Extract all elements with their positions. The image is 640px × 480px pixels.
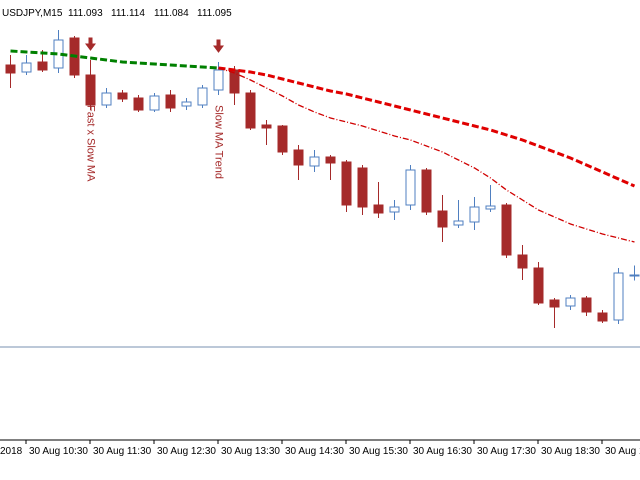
candle-body — [325, 156, 336, 164]
candle-body — [485, 205, 496, 210]
candle-body — [613, 272, 624, 321]
x-tick-label: 30 Aug 18:30 — [541, 446, 600, 457]
candle-body — [389, 206, 400, 213]
ma-line — [218, 67, 635, 243]
candle-body — [197, 87, 208, 106]
candle-body — [357, 167, 368, 208]
candle-body — [37, 61, 48, 71]
candle-body — [517, 254, 528, 269]
candle-body — [453, 220, 464, 226]
candle-body — [277, 125, 288, 153]
x-tick-label: 30 Aug 11:30 — [93, 446, 152, 457]
candle-body — [21, 62, 32, 73]
candle-body — [245, 92, 256, 129]
candle-body — [469, 206, 480, 223]
x-tick-label: 30 Aug 17:30 — [477, 446, 536, 457]
candle-body — [309, 156, 320, 167]
plot-area: Fast x Slow MA Slow MA Trend — [0, 30, 640, 348]
candle-body — [565, 297, 576, 307]
candle-body — [101, 92, 112, 106]
candle-body — [533, 267, 544, 304]
ohlc-value: 111.095 — [197, 8, 232, 19]
candle-body — [629, 274, 640, 277]
candle-body — [149, 95, 160, 111]
candle-body — [501, 204, 512, 256]
ma-line — [218, 66, 636, 188]
candle-body — [437, 210, 448, 228]
candle-body — [373, 204, 384, 214]
annotation-text: Slow MA Trend — [213, 105, 225, 179]
ohlc-value: 111.084 — [154, 8, 189, 19]
candle-body — [341, 161, 352, 206]
x-tick-label: 30 Aug 14:30 — [285, 446, 344, 457]
x-tick-label: 2018 — [0, 446, 23, 457]
candle-body — [405, 169, 416, 206]
candle-body — [165, 94, 176, 109]
symbol-title: USDJPY,M15 — [2, 8, 63, 19]
x-tick-label: 30 Aug 16:30 — [413, 446, 472, 457]
x-tick-label: 30 Aug 12:30 — [157, 446, 216, 457]
candle-body — [213, 69, 224, 91]
candle-body — [261, 124, 272, 129]
annotation-text: Fast x Slow MA — [85, 105, 97, 182]
candle-body — [421, 169, 432, 213]
candle-body — [117, 92, 128, 100]
candle-body — [293, 149, 304, 166]
x-tick-label: 30 Aug 10:30 — [29, 446, 88, 457]
ma-line — [10, 49, 219, 70]
x-tick-label: 30 Aug 13:30 — [221, 446, 280, 457]
candle-body — [133, 97, 144, 111]
candle-body — [5, 64, 16, 74]
candle-body — [581, 297, 592, 313]
signal-arrow — [213, 39, 224, 53]
candle-body — [549, 299, 560, 308]
x-tick-label: 30 Aug 19:30 — [605, 446, 640, 457]
candle-body — [597, 312, 608, 322]
x-tick-label: 30 Aug 15:30 — [349, 446, 408, 457]
candle-body — [181, 101, 192, 107]
ohlc-value: 111.114 — [111, 8, 145, 19]
ohlc-value: 111.093 — [68, 8, 103, 19]
candle-body — [85, 74, 96, 106]
signal-arrow — [85, 37, 96, 51]
